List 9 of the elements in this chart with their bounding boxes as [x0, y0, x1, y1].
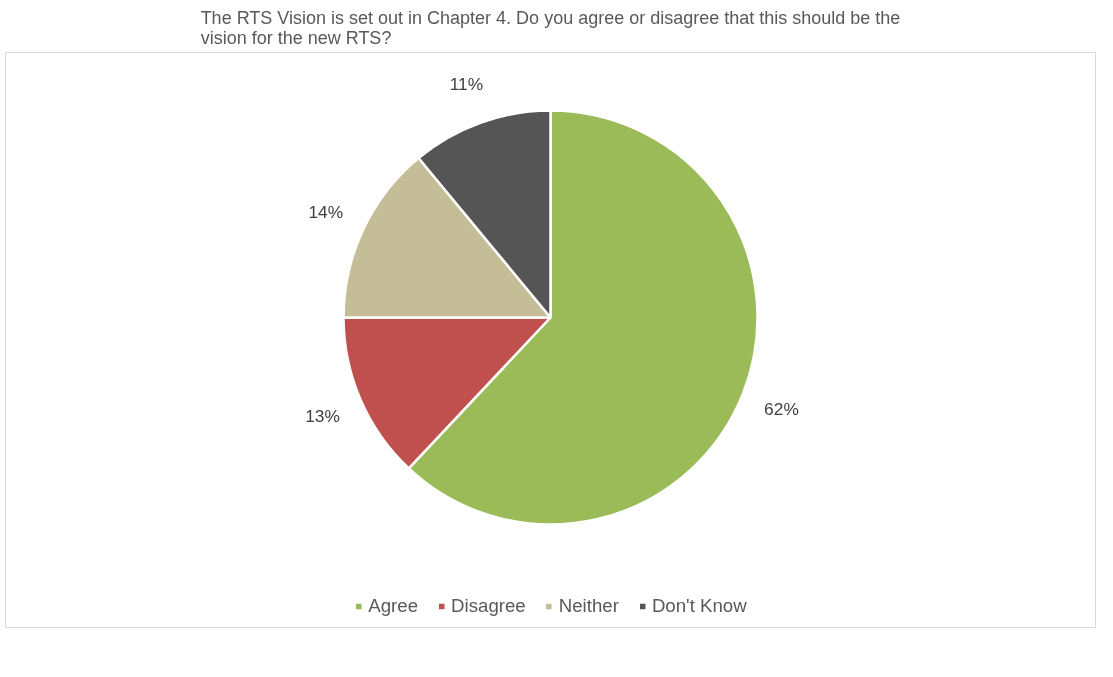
chart-title: The RTS Vision is set out in Chapter 4. Do you agree or disagree that this should be the vision for the new RTS? — [200, 7, 901, 48]
data-label: 13% — [305, 406, 340, 427]
data-label: 11% — [449, 73, 484, 94]
legend-label: Disagree — [451, 595, 526, 617]
legend-label: Agree — [368, 595, 419, 617]
legend-label: Neither — [558, 595, 619, 617]
data-label: 62% — [764, 398, 799, 419]
legend-label: Don't Know — [651, 595, 747, 617]
data-label: 14% — [308, 201, 344, 222]
